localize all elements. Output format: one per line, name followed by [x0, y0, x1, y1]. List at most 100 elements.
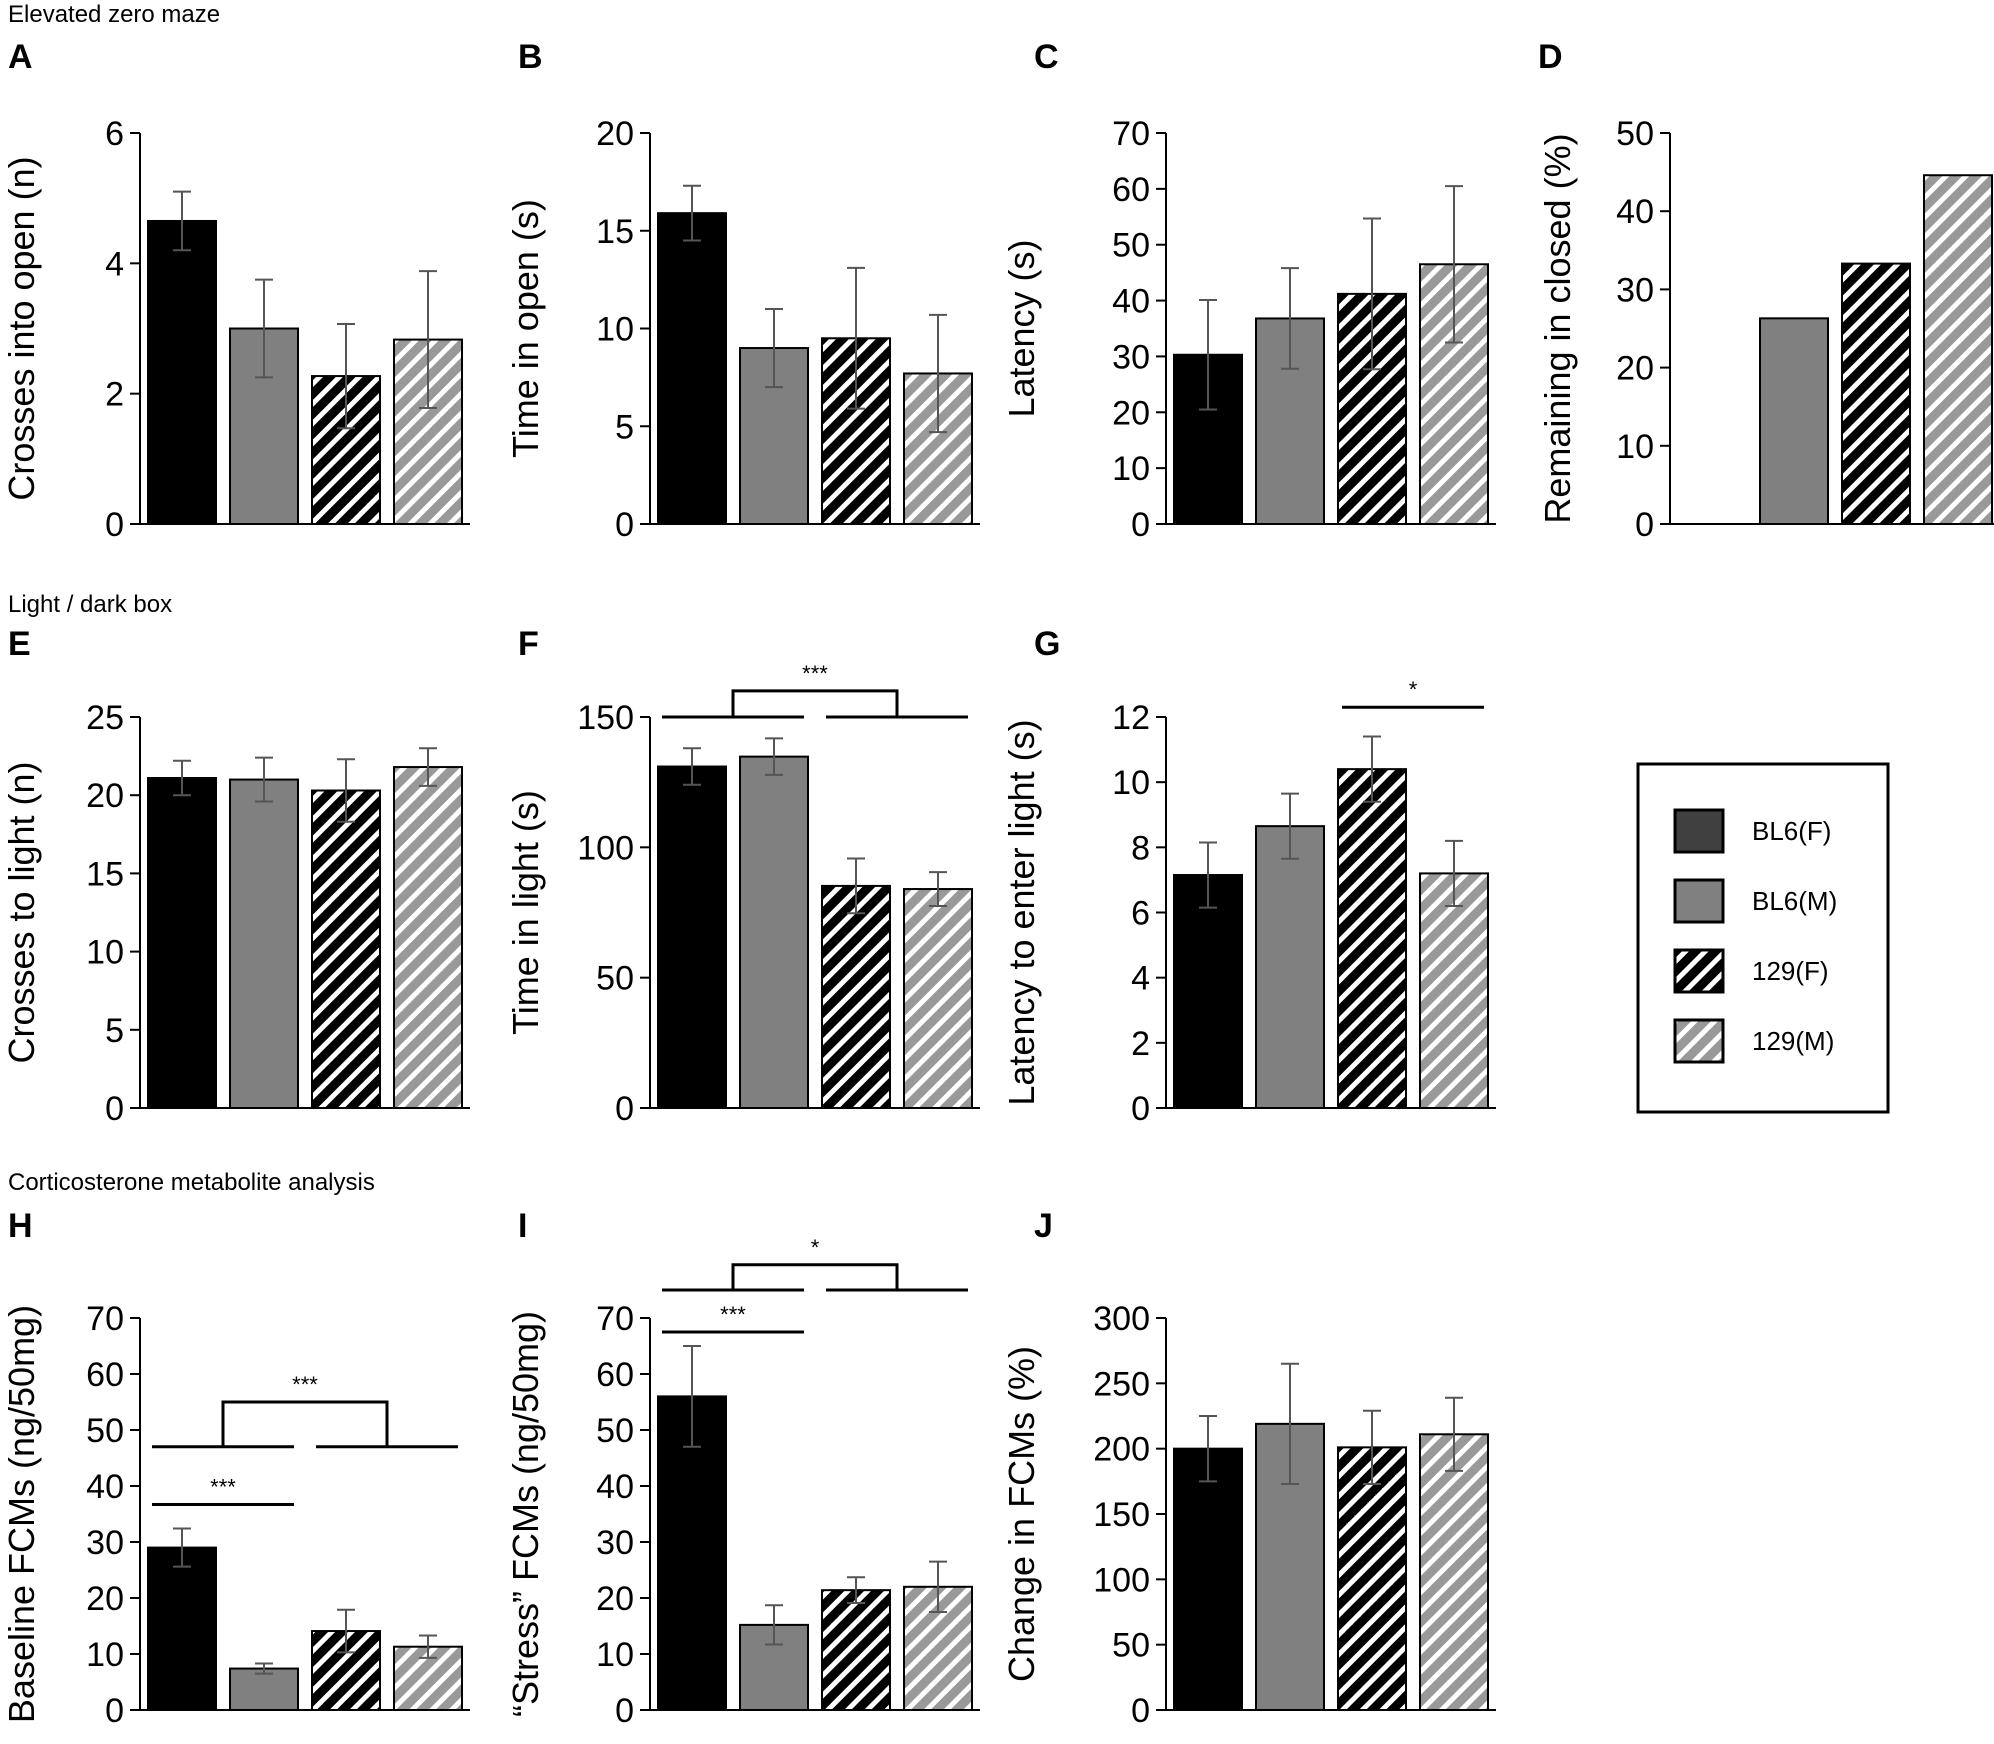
bar-129f [821, 884, 891, 1109]
y-axis-label: Remaining in closed (%) [1537, 133, 1578, 523]
bar-bl6f [1173, 874, 1243, 1110]
error-bar [847, 266, 865, 410]
legend: BL6(F) BL6(M) 129(F) 129(M) [1636, 762, 1890, 1114]
y-tick-label: 60 [86, 1356, 124, 1394]
error-bar [683, 184, 701, 242]
y-tick-label: 10 [596, 311, 634, 349]
y-tick-label: 30 [1112, 338, 1150, 376]
significance-label: *** [292, 1372, 318, 1397]
panel-g: G 0 2 4 6 8 10 12 Latency to enter light (s) * [1001, 625, 1496, 1128]
panel-letter: G [1034, 625, 1060, 663]
error-bar [1363, 735, 1381, 803]
panel-e: E 0 5 10 15 20 25 Crosses to light (n) [1, 625, 470, 1128]
y-tick-label: 10 [1112, 450, 1150, 488]
legend-label: 129(M) [1752, 1026, 1834, 1056]
bar-bl6f [147, 776, 217, 1109]
y-tick-label: 0 [105, 506, 124, 544]
y-tick-label: 15 [86, 855, 124, 893]
bar-129f [821, 1589, 891, 1712]
y-tick-label: 0 [105, 1090, 124, 1128]
error-bar [173, 1527, 191, 1568]
y-tick-label: 50 [1112, 1627, 1150, 1665]
panel-i: I 0 10 20 30 40 50 60 70 “Stress” FCMs (ng/50mg) *… [505, 1207, 980, 1730]
y-tick-label: 10 [86, 934, 124, 972]
bar-129f [1337, 1446, 1407, 1711]
y-axis-label: Time in light (s) [505, 790, 546, 1035]
y-tick-label: 0 [615, 1692, 634, 1730]
y-tick-label: 15 [596, 213, 634, 251]
y-tick-label: 10 [86, 1636, 124, 1674]
bar-bl6f [657, 212, 727, 525]
y-tick-label: 100 [1093, 1561, 1150, 1599]
error-bar [1363, 1409, 1381, 1485]
significance-label: *** [802, 661, 828, 686]
panel-letter: E [8, 625, 31, 663]
bar-129m [1419, 1433, 1489, 1711]
y-tick-label: 0 [1131, 1090, 1150, 1128]
error-bar [337, 1608, 355, 1654]
significance-bracket: * [1342, 677, 1484, 709]
y-tick-label: 0 [615, 506, 634, 544]
y-tick-label: 25 [86, 699, 124, 737]
y-axis-label: Change in FCMs (%) [1001, 1346, 1042, 1682]
y-tick-label: 30 [86, 1524, 124, 1562]
error-bar [255, 756, 273, 803]
y-tick-label: 50 [1112, 227, 1150, 265]
y-tick-label: 40 [596, 1468, 634, 1506]
bar-bl6m [229, 1667, 299, 1712]
bar-129m [393, 766, 463, 1109]
legend-label: BL6(M) [1752, 886, 1837, 916]
y-tick-label: 20 [1616, 350, 1654, 388]
bar-bl6m [1759, 317, 1829, 526]
section-title-corticosterone: Corticosterone metabolite analysis [8, 1169, 375, 1196]
error-bar [765, 737, 783, 776]
y-tick-label: 20 [1112, 394, 1150, 432]
y-tick-label: 50 [596, 1412, 634, 1450]
panel-letter: C [1034, 38, 1059, 76]
y-tick-label: 12 [1112, 699, 1150, 737]
panel-f: F 0 50 100 150 Time in light (s) *** [505, 625, 980, 1128]
error-bar [847, 1576, 865, 1605]
legend-label: BL6(F) [1752, 816, 1831, 846]
panel-letter: B [518, 38, 543, 76]
panel-letter: I [518, 1207, 527, 1245]
bar-129m [1419, 872, 1489, 1110]
error-bar [1281, 792, 1299, 860]
error-bar [173, 759, 191, 797]
y-axis-label: Crosses into open (n) [1, 156, 42, 500]
section-title-light-dark-box: Light / dark box [8, 591, 172, 618]
y-tick-label: 20 [86, 777, 124, 815]
y-tick-label: 10 [596, 1636, 634, 1674]
y-tick-label: 30 [596, 1524, 634, 1562]
error-bar [1199, 841, 1217, 909]
legend-swatch [1673, 808, 1725, 854]
y-tick-label: 5 [615, 408, 634, 446]
bar-bl6m [1255, 825, 1325, 1109]
y-tick-label: 40 [1616, 193, 1654, 231]
bar-bl6f [1173, 1447, 1243, 1711]
y-tick-label: 60 [596, 1356, 634, 1394]
y-tick-label: 0 [1131, 1692, 1150, 1730]
panel-letter: H [8, 1207, 33, 1245]
y-tick-label: 70 [1112, 115, 1150, 153]
y-tick-label: 300 [1093, 1300, 1150, 1338]
panel-a: A 0 2 4 6 Crosses into open (n) [1, 38, 470, 544]
y-tick-label: 20 [596, 1580, 634, 1618]
y-tick-label: 2 [1131, 1025, 1150, 1063]
significance-label: *** [720, 1302, 746, 1327]
error-bar [1281, 1362, 1299, 1485]
y-tick-label: 0 [105, 1692, 124, 1730]
legend-swatch [1673, 1018, 1725, 1064]
y-tick-label: 5 [105, 1012, 124, 1050]
y-tick-label: 2 [105, 376, 124, 414]
y-tick-label: 200 [1093, 1431, 1150, 1469]
error-bar [173, 190, 191, 252]
panel-letter: A [8, 38, 33, 76]
y-tick-label: 30 [1616, 271, 1654, 309]
y-tick-label: 6 [105, 115, 124, 153]
bar-129f [1841, 262, 1911, 525]
error-bar [1445, 1396, 1463, 1472]
bar-129f [311, 789, 381, 1109]
error-bar [419, 270, 437, 410]
